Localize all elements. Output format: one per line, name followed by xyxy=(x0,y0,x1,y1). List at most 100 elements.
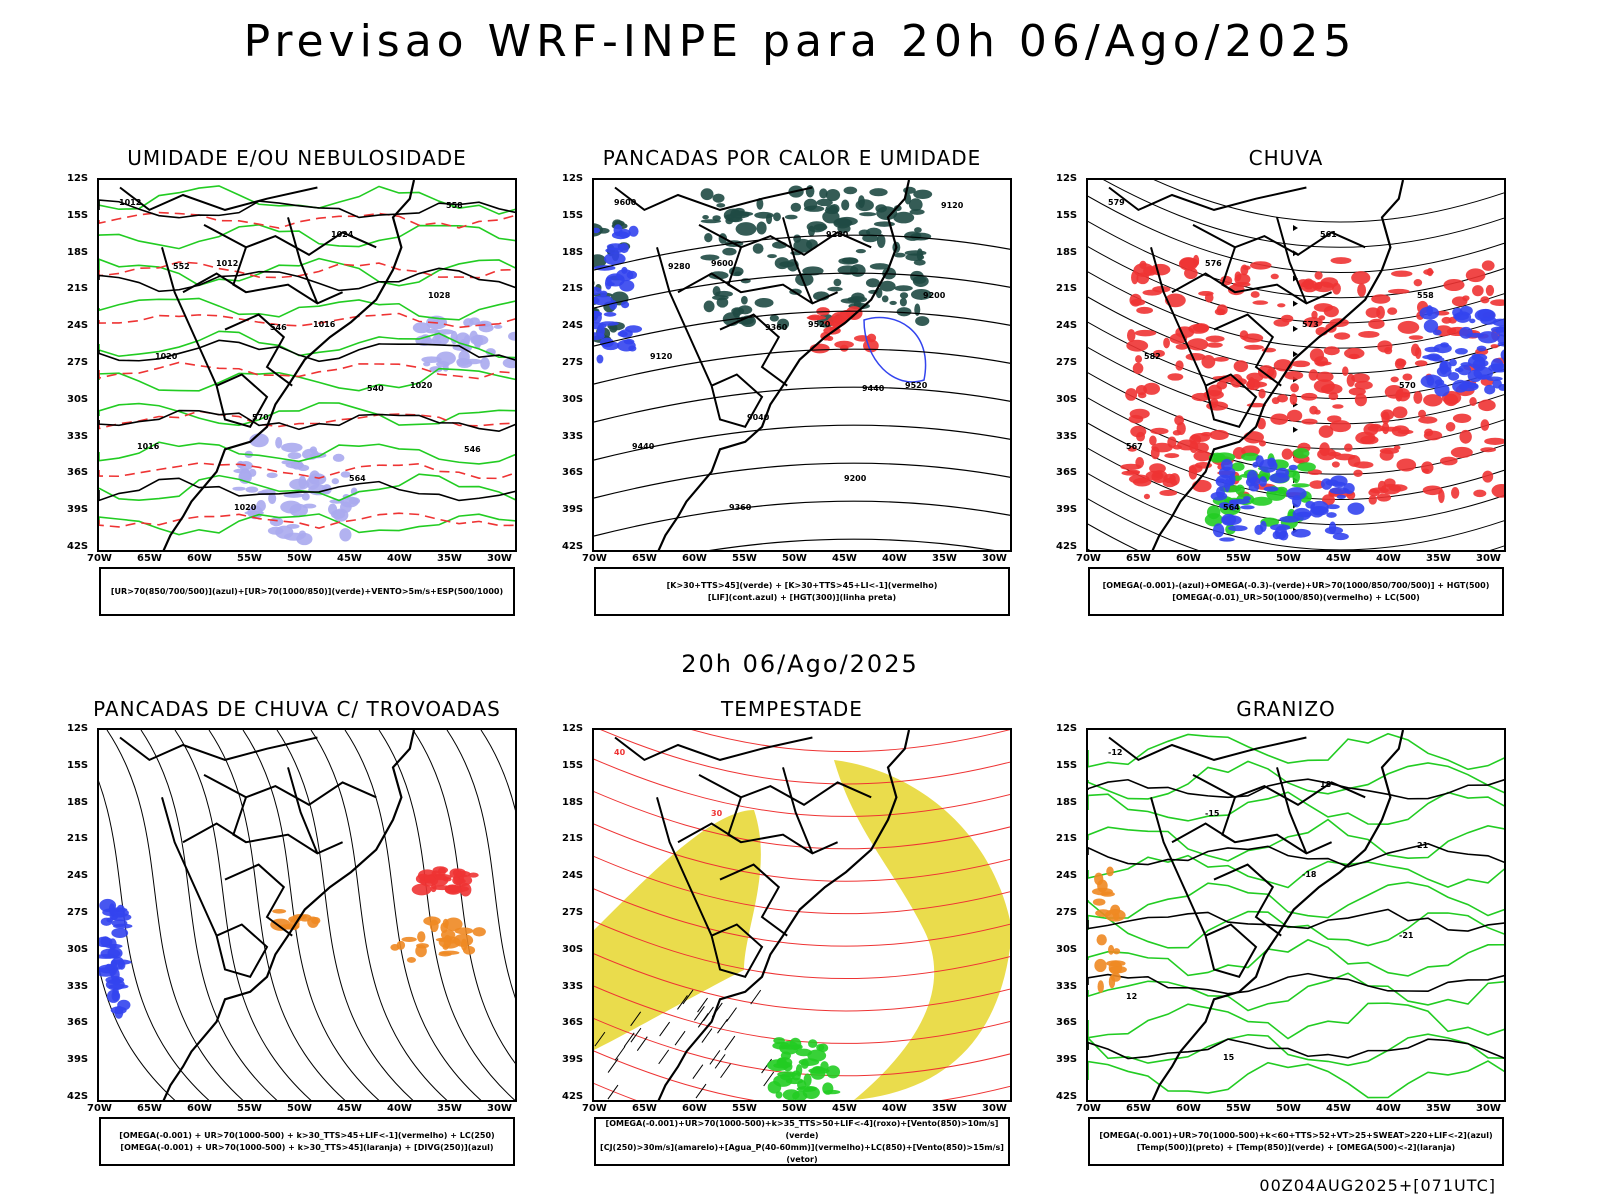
rain-area xyxy=(1413,391,1423,404)
omega-area xyxy=(1240,505,1255,510)
latitude-tick-label: 24S xyxy=(67,870,89,882)
divergence-area xyxy=(99,954,117,959)
country-border xyxy=(215,923,269,978)
streamline xyxy=(1088,195,1504,273)
humidity-mid-area xyxy=(275,437,283,449)
omega-500-area xyxy=(1112,948,1121,955)
latitude-tick-label: 12S xyxy=(67,173,89,184)
rain-area xyxy=(1301,392,1318,401)
country-border xyxy=(232,246,247,294)
panel-title: TEMPESTADE xyxy=(721,697,863,721)
omega-area xyxy=(1452,307,1463,318)
rain-area xyxy=(1357,283,1367,297)
omega-area xyxy=(1459,305,1473,316)
wind-vector xyxy=(724,1035,736,1051)
instability-area xyxy=(417,931,426,943)
rain-area xyxy=(1393,445,1401,450)
panel-legend: [OMEGA(-0.001)+UR>70(1000-500)+k>35_TTS>… xyxy=(594,1117,1010,1166)
rain-area xyxy=(1216,304,1228,316)
longitude-tick-label: 65W xyxy=(632,553,657,564)
streamline xyxy=(594,823,1010,882)
rain-area xyxy=(1480,296,1490,304)
omega-area xyxy=(1497,341,1504,347)
wind-vector xyxy=(607,1084,619,1100)
heat-showers-area xyxy=(594,254,607,269)
omega-area xyxy=(1423,319,1439,333)
rain-area xyxy=(1480,447,1497,453)
latitude-tick-label: 39S xyxy=(562,1054,584,1066)
humidity-mid-area xyxy=(436,351,456,366)
rain-area xyxy=(1142,289,1162,296)
humidity-low-contour xyxy=(99,402,515,427)
heat-showers-area xyxy=(795,272,814,287)
longitude-tick-label: 35W xyxy=(932,1103,957,1114)
rain-area xyxy=(1233,360,1249,373)
omega-area xyxy=(1495,325,1504,337)
rain-area xyxy=(1351,271,1371,285)
lifted-index-contour xyxy=(617,331,628,337)
streamline xyxy=(594,758,1010,817)
humidity-mid-area xyxy=(485,348,496,356)
rain-area xyxy=(1243,344,1264,350)
forecast-map: 1012 1012 1016 1020 1016 1020 1024 1028 1020 570 5… xyxy=(97,178,517,552)
contour-label: 567 xyxy=(1126,442,1143,451)
rain-area xyxy=(1210,398,1219,408)
legend-line: [UR>70(850/700/500)](azul)+[UR>70(1000/8… xyxy=(110,586,504,596)
panel-title: PANCADAS POR CALOR E UMIDADE xyxy=(602,146,982,170)
rain-area xyxy=(1192,323,1210,333)
rain-area xyxy=(1187,338,1209,351)
heat-showers-area xyxy=(855,249,866,254)
contour-label: 9440 xyxy=(632,442,655,451)
heat-showers-area xyxy=(893,252,906,258)
rain-area xyxy=(1284,370,1304,380)
latitude-tick-label: 21S xyxy=(1056,833,1078,845)
rain-area xyxy=(1323,346,1340,356)
omega-area xyxy=(1469,318,1476,324)
rain-area xyxy=(1290,383,1299,393)
heat-showers-area xyxy=(700,219,722,224)
country-border xyxy=(782,767,814,854)
rain-area xyxy=(1462,295,1470,302)
humidity-mid-area xyxy=(463,318,474,328)
longitude-tick-label: 45W xyxy=(832,1103,857,1114)
rain-area xyxy=(1358,331,1380,338)
rain-area xyxy=(1191,392,1211,402)
rain-area xyxy=(1485,284,1495,297)
legend-line: [OMEGA(-0.001) + UR>70(1000-500) + k>30_… xyxy=(119,1130,495,1140)
latitude-tick-label: 33S xyxy=(1056,980,1078,992)
divergence-area xyxy=(100,936,111,947)
rain-area xyxy=(1289,393,1298,405)
height-contour xyxy=(594,386,1010,423)
streamline-arrow xyxy=(1293,225,1298,231)
omega-area xyxy=(1488,363,1504,373)
forecast-map: 9600 9600 9520 9520 9440 9360 9280 9200 9120 9040… xyxy=(592,178,1012,552)
strong-omega-area xyxy=(1241,452,1260,461)
omega-area xyxy=(1500,349,1504,361)
wind-vector xyxy=(636,1036,648,1051)
wind-vector xyxy=(630,1011,642,1027)
latitude-tick-label: 30S xyxy=(562,393,584,405)
longitude-tick-label: 60W xyxy=(1176,1103,1201,1114)
rain-area xyxy=(1478,399,1496,412)
wind-vector xyxy=(594,1031,606,1047)
latitude-tick-label: 36S xyxy=(67,1017,89,1029)
rain-area xyxy=(1246,378,1261,391)
unstable-area xyxy=(808,314,823,321)
omega-area xyxy=(1215,486,1225,499)
rain-area xyxy=(1131,270,1139,285)
strong-wind-area xyxy=(826,1065,841,1079)
streamline-arrow xyxy=(1293,426,1298,433)
instability-area xyxy=(444,917,463,931)
strong-wind-area xyxy=(766,1059,789,1072)
strong-omega-area xyxy=(1235,484,1245,496)
lifted-index-contour xyxy=(605,273,625,287)
omega-area xyxy=(1252,461,1259,468)
latitude-tick-label: 30S xyxy=(1056,943,1078,955)
longitude-tick-label: 65W xyxy=(632,1103,657,1114)
lifted-index-contour xyxy=(621,266,628,274)
thickness-contour xyxy=(99,361,515,380)
contour-label: 1012 xyxy=(216,259,238,268)
country-border xyxy=(203,774,377,806)
rain-area xyxy=(1277,303,1286,308)
strong-wind-area xyxy=(818,1043,829,1053)
